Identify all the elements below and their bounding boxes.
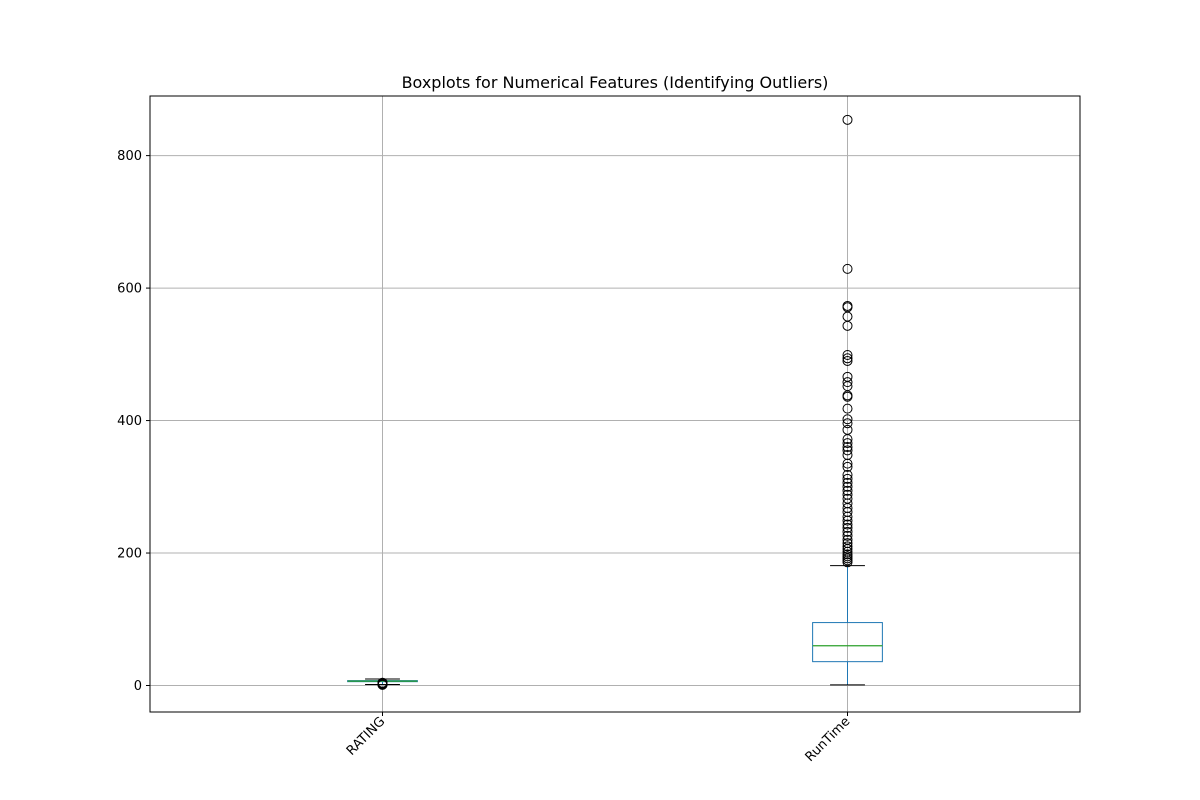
outlier-point (842, 549, 853, 560)
outlier-point (842, 355, 853, 366)
outlier-point (842, 526, 853, 537)
grid-lines (150, 96, 1080, 712)
outlier-point (842, 485, 853, 496)
outlier-point (842, 530, 853, 541)
outlier-point (842, 418, 853, 429)
outlier-point (842, 493, 853, 504)
y-tick-label: 600 (117, 282, 142, 297)
outlier-point (842, 377, 853, 388)
outlier-point (842, 473, 853, 484)
iqr-box (812, 622, 883, 663)
chart-title: Boxplots for Numerical Features (Identif… (402, 73, 829, 92)
outlier-point (842, 403, 853, 414)
y-tick-label: 0 (134, 679, 142, 694)
outlier-point (842, 371, 853, 382)
outlier-point (842, 263, 853, 274)
y-tick-label: 200 (117, 547, 142, 562)
outlier-point (842, 114, 853, 125)
box-group-runtime (812, 114, 883, 686)
outlier-point (377, 677, 388, 688)
outlier-point (842, 519, 853, 530)
outlier-point (842, 534, 853, 545)
outlier-point (842, 538, 853, 549)
outlier-point (842, 414, 853, 425)
outlier-point (842, 541, 853, 552)
box-group-rating (347, 677, 418, 690)
outlier-point (842, 461, 853, 472)
y-tick-label: 800 (117, 149, 142, 164)
outlier-point (842, 424, 853, 435)
outlier-point (842, 522, 853, 533)
outlier-point (842, 477, 853, 488)
outlier-point (842, 450, 853, 461)
outlier-point (842, 442, 853, 453)
outlier-point (842, 481, 853, 492)
outlier-point (842, 353, 853, 364)
outlier-point (842, 469, 853, 480)
boxes (347, 114, 883, 690)
outlier-point (842, 438, 853, 449)
y-tick-label: 400 (117, 414, 142, 429)
outlier-point (842, 489, 853, 500)
outlier-point (842, 349, 853, 360)
outlier-point (842, 300, 853, 311)
plot-area-frame (149, 95, 1081, 713)
outlier-point (842, 445, 853, 456)
